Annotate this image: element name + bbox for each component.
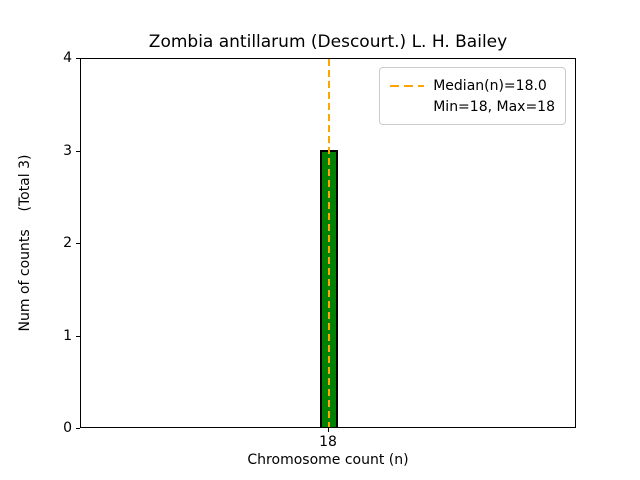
median-dashed-line-swatch bbox=[390, 84, 425, 87]
legend-row-minmax: Min=18, Max=18 bbox=[390, 96, 555, 117]
y-tick-mark bbox=[76, 335, 80, 337]
y-tick-mark bbox=[76, 243, 80, 244]
y-axis-label: Num of counts (Total 3) bbox=[17, 154, 33, 332]
y-tick-mark bbox=[76, 58, 80, 59]
plot-area: Median(n)=18.0 Min=18, Max=18 bbox=[80, 58, 576, 428]
x-tick-mark bbox=[328, 428, 329, 432]
y-tick-label: 1 bbox=[63, 327, 72, 344]
legend-minmax-label: Min=18, Max=18 bbox=[433, 98, 555, 115]
y-tick-label: 3 bbox=[63, 142, 72, 159]
median-line bbox=[328, 59, 330, 427]
y-tick-label: 4 bbox=[63, 50, 72, 66]
x-axis-label: Chromosome count (n) bbox=[247, 452, 409, 468]
y-tick-label: 0 bbox=[63, 420, 72, 436]
y-tick-label: 2 bbox=[63, 235, 72, 251]
chart-title: Zombia antillarum (Descourt.) L. H. Bail… bbox=[148, 32, 508, 52]
empty-legend-swatch bbox=[390, 106, 424, 108]
x-tick-label: 18 bbox=[319, 434, 337, 450]
legend-row-median: Median(n)=18.0 bbox=[390, 75, 555, 96]
legend-median-label: Median(n)=18.0 bbox=[433, 77, 547, 94]
legend: Median(n)=18.0 Min=18, Max=18 bbox=[379, 67, 566, 125]
y-tick-mark bbox=[76, 150, 80, 152]
y-tick-mark bbox=[76, 428, 80, 429]
